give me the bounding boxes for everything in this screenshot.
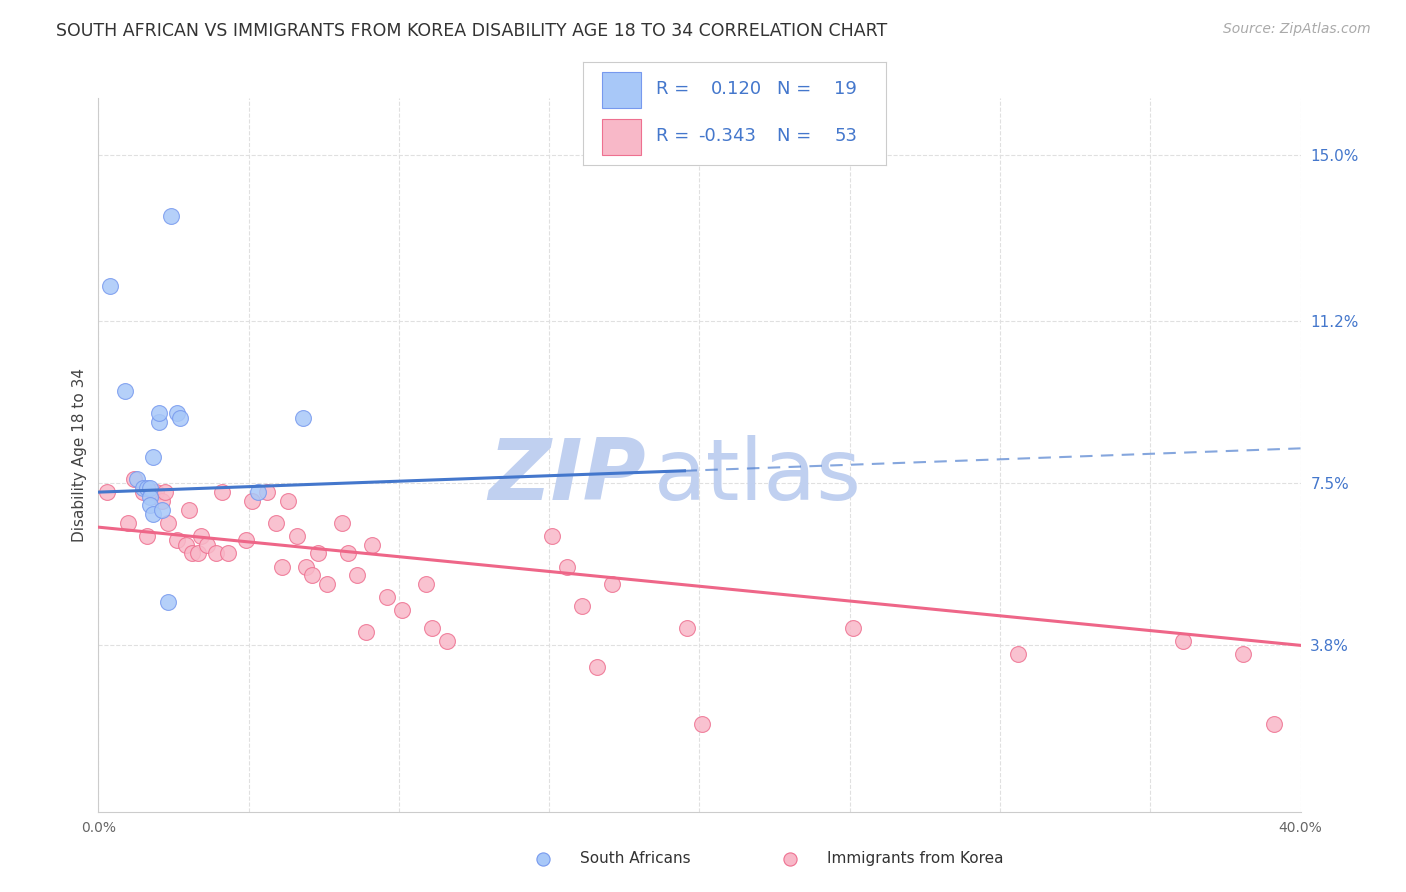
Point: [270, 559, 292, 574]
Point: [217, 546, 239, 560]
Point: [138, 498, 160, 512]
Point: [602, 577, 624, 591]
Point: [114, 384, 136, 399]
Point: [555, 559, 578, 574]
Text: ZIP: ZIP: [488, 434, 645, 518]
Point: [100, 279, 122, 293]
Point: [235, 533, 257, 548]
Point: [124, 472, 146, 486]
Point: [141, 507, 163, 521]
Point: [354, 625, 377, 640]
Text: -0.343: -0.343: [699, 128, 756, 145]
Point: [301, 568, 323, 582]
Point: [135, 529, 157, 543]
Point: [153, 485, 176, 500]
Point: [586, 660, 609, 674]
Point: [169, 410, 191, 425]
Point: [692, 717, 714, 731]
Text: R =: R =: [657, 80, 695, 98]
Point: [336, 546, 359, 560]
Point: [294, 559, 316, 574]
Point: [361, 538, 384, 552]
Point: [420, 621, 443, 635]
Text: South Africans: South Africans: [579, 851, 690, 866]
Point: [159, 210, 181, 224]
Point: [141, 450, 163, 464]
Point: [138, 481, 160, 495]
Point: [166, 406, 188, 420]
Point: [150, 502, 173, 516]
Point: [177, 502, 200, 516]
Point: [148, 406, 170, 420]
Point: [195, 538, 218, 552]
Point: [676, 621, 699, 635]
Text: 53: 53: [834, 128, 858, 145]
Text: R =: R =: [657, 128, 695, 145]
Point: [346, 568, 368, 582]
Text: Source: ZipAtlas.com: Source: ZipAtlas.com: [1223, 22, 1371, 37]
Point: [375, 591, 398, 605]
Point: [156, 516, 179, 530]
Point: [842, 621, 865, 635]
Point: [138, 490, 160, 504]
Text: SOUTH AFRICAN VS IMMIGRANTS FROM KOREA DISABILITY AGE 18 TO 34 CORRELATION CHART: SOUTH AFRICAN VS IMMIGRANTS FROM KOREA D…: [56, 22, 887, 40]
Point: [127, 472, 149, 486]
Point: [256, 485, 278, 500]
Point: [211, 485, 233, 500]
Point: [145, 485, 167, 500]
Point: [148, 415, 170, 429]
Point: [150, 494, 173, 508]
Point: [156, 594, 179, 608]
Point: [187, 546, 209, 560]
Point: [1232, 647, 1254, 661]
Point: [132, 485, 155, 500]
Text: atlas: atlas: [654, 434, 862, 518]
Point: [1007, 647, 1029, 661]
Y-axis label: Disability Age 18 to 34: Disability Age 18 to 34: [72, 368, 87, 542]
Point: [117, 516, 139, 530]
Point: [541, 529, 564, 543]
Point: [135, 481, 157, 495]
Point: [1173, 634, 1195, 648]
FancyBboxPatch shape: [602, 71, 641, 108]
Point: [96, 485, 118, 500]
Text: Immigrants from Korea: Immigrants from Korea: [827, 851, 1004, 866]
Point: [240, 494, 263, 508]
Point: [277, 494, 299, 508]
Point: [1263, 717, 1285, 731]
Point: [415, 577, 437, 591]
Point: [391, 603, 413, 617]
Point: [190, 529, 212, 543]
Text: N =: N =: [778, 80, 817, 98]
Point: [531, 851, 554, 865]
Point: [180, 546, 202, 560]
Point: [132, 481, 155, 495]
Point: [174, 538, 197, 552]
Point: [571, 599, 593, 613]
Text: 19: 19: [834, 80, 858, 98]
Point: [285, 529, 308, 543]
Point: [246, 485, 269, 500]
Point: [779, 851, 801, 865]
Point: [330, 516, 353, 530]
Point: [141, 485, 163, 500]
Point: [315, 577, 337, 591]
Point: [307, 546, 329, 560]
Point: [291, 410, 314, 425]
Point: [204, 546, 226, 560]
Point: [264, 516, 287, 530]
FancyBboxPatch shape: [602, 119, 641, 155]
Point: [436, 634, 458, 648]
Text: N =: N =: [778, 128, 817, 145]
Point: [166, 533, 188, 548]
Text: 0.120: 0.120: [710, 80, 762, 98]
